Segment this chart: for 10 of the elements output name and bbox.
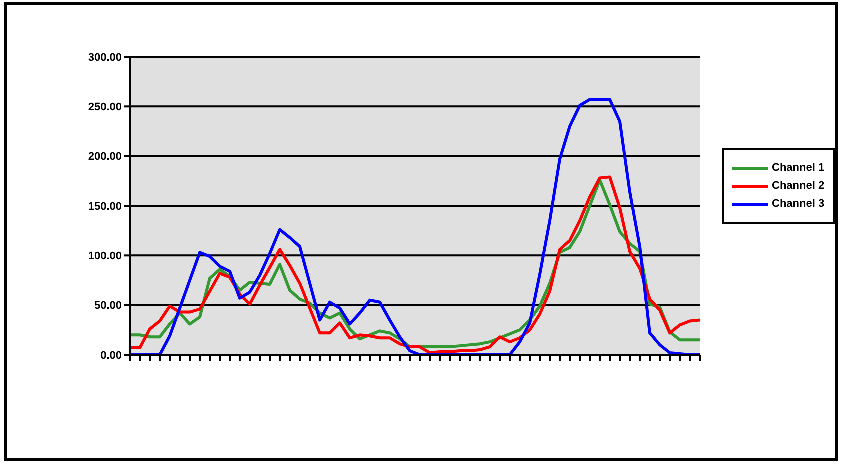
legend-label: Channel 3 bbox=[772, 198, 825, 210]
y-tick-label: 100.00 bbox=[88, 250, 122, 263]
y-tick-label: 250.00 bbox=[88, 102, 122, 114]
y-tick-label: 0.00 bbox=[100, 350, 122, 362]
y-tick-label: 200.00 bbox=[88, 151, 122, 164]
y-tick-label: 50.00 bbox=[94, 300, 122, 312]
y-tick-label: 150.00 bbox=[88, 200, 122, 213]
y-tick-label: 300.00 bbox=[88, 52, 122, 64]
legend-label: Channel 1 bbox=[772, 162, 825, 174]
legend-label: Channel 2 bbox=[772, 180, 825, 192]
